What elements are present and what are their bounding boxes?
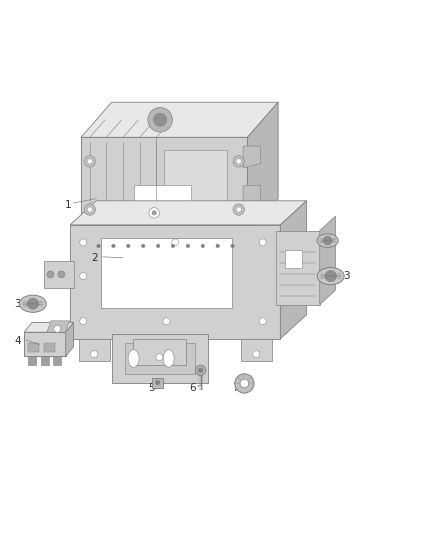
Circle shape: [141, 244, 145, 248]
Polygon shape: [53, 356, 61, 365]
Polygon shape: [70, 225, 280, 339]
Circle shape: [198, 368, 203, 373]
Polygon shape: [81, 138, 247, 233]
Polygon shape: [24, 332, 66, 356]
Circle shape: [84, 204, 95, 215]
Circle shape: [325, 271, 336, 281]
Polygon shape: [28, 356, 36, 365]
Polygon shape: [47, 321, 70, 332]
Circle shape: [152, 211, 156, 215]
Polygon shape: [243, 185, 261, 207]
Circle shape: [236, 207, 241, 212]
Circle shape: [58, 271, 65, 278]
Circle shape: [163, 318, 170, 325]
Polygon shape: [112, 334, 208, 383]
Polygon shape: [133, 339, 186, 365]
Circle shape: [80, 239, 87, 246]
Circle shape: [149, 207, 159, 218]
Circle shape: [87, 207, 92, 212]
Ellipse shape: [19, 295, 46, 312]
Polygon shape: [28, 343, 39, 352]
Polygon shape: [81, 102, 278, 138]
Polygon shape: [66, 322, 74, 356]
Circle shape: [156, 244, 160, 248]
Circle shape: [127, 244, 130, 248]
Polygon shape: [44, 343, 55, 352]
Polygon shape: [44, 261, 74, 287]
Circle shape: [154, 113, 167, 126]
Circle shape: [259, 318, 266, 325]
Circle shape: [233, 156, 244, 167]
Polygon shape: [125, 343, 195, 374]
Circle shape: [80, 273, 87, 280]
Circle shape: [80, 318, 87, 325]
Polygon shape: [241, 339, 272, 361]
Circle shape: [54, 325, 61, 333]
Circle shape: [201, 244, 205, 248]
Polygon shape: [70, 201, 307, 225]
Circle shape: [186, 244, 190, 248]
Circle shape: [323, 236, 332, 245]
Text: 2: 2: [91, 253, 98, 263]
Polygon shape: [164, 150, 227, 221]
Polygon shape: [41, 356, 49, 365]
Polygon shape: [79, 339, 110, 361]
Polygon shape: [247, 102, 278, 233]
Polygon shape: [320, 216, 336, 304]
Text: 6: 6: [189, 383, 196, 393]
Polygon shape: [134, 185, 191, 221]
Ellipse shape: [317, 268, 344, 285]
Text: 7: 7: [232, 383, 239, 393]
Polygon shape: [90, 233, 239, 243]
Text: 1: 1: [64, 200, 71, 210]
Circle shape: [27, 298, 39, 309]
Circle shape: [240, 379, 249, 388]
Circle shape: [233, 204, 244, 215]
Text: 5: 5: [148, 383, 155, 393]
Text: 4: 4: [14, 336, 21, 346]
Circle shape: [235, 374, 254, 393]
Circle shape: [259, 239, 266, 246]
Circle shape: [171, 244, 175, 248]
Circle shape: [91, 351, 98, 358]
Circle shape: [253, 351, 260, 358]
Circle shape: [97, 244, 100, 248]
Circle shape: [155, 381, 160, 385]
Polygon shape: [276, 231, 320, 304]
Ellipse shape: [163, 350, 174, 367]
Polygon shape: [152, 378, 163, 388]
Circle shape: [216, 244, 219, 248]
Circle shape: [172, 239, 179, 246]
Circle shape: [236, 159, 241, 164]
Ellipse shape: [128, 350, 139, 367]
Circle shape: [231, 244, 234, 248]
Polygon shape: [280, 201, 307, 339]
Circle shape: [112, 244, 115, 248]
Polygon shape: [24, 322, 74, 332]
Circle shape: [148, 108, 173, 132]
Circle shape: [84, 156, 95, 167]
Text: 3: 3: [343, 271, 350, 281]
Polygon shape: [101, 238, 232, 308]
Polygon shape: [285, 250, 302, 268]
Circle shape: [87, 159, 92, 164]
Circle shape: [195, 365, 206, 376]
Circle shape: [47, 271, 54, 278]
Polygon shape: [243, 146, 261, 168]
Circle shape: [156, 354, 163, 361]
Ellipse shape: [317, 234, 338, 247]
Text: 3: 3: [14, 298, 21, 309]
